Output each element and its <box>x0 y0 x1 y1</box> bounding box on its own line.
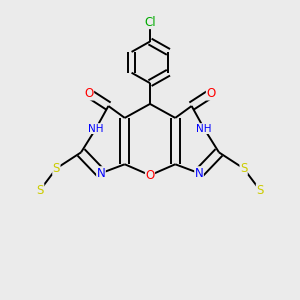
Text: NH: NH <box>196 124 212 134</box>
Text: O: O <box>84 87 94 100</box>
Text: S: S <box>240 162 247 175</box>
Text: N: N <box>195 167 203 180</box>
Text: Cl: Cl <box>144 16 156 29</box>
Text: O: O <box>146 169 154 182</box>
Text: S: S <box>36 184 44 196</box>
Text: N: N <box>97 167 105 180</box>
Text: S: S <box>256 184 264 196</box>
Text: O: O <box>206 87 216 100</box>
Text: NH: NH <box>88 124 104 134</box>
Text: S: S <box>36 184 44 196</box>
Text: S: S <box>53 162 60 175</box>
